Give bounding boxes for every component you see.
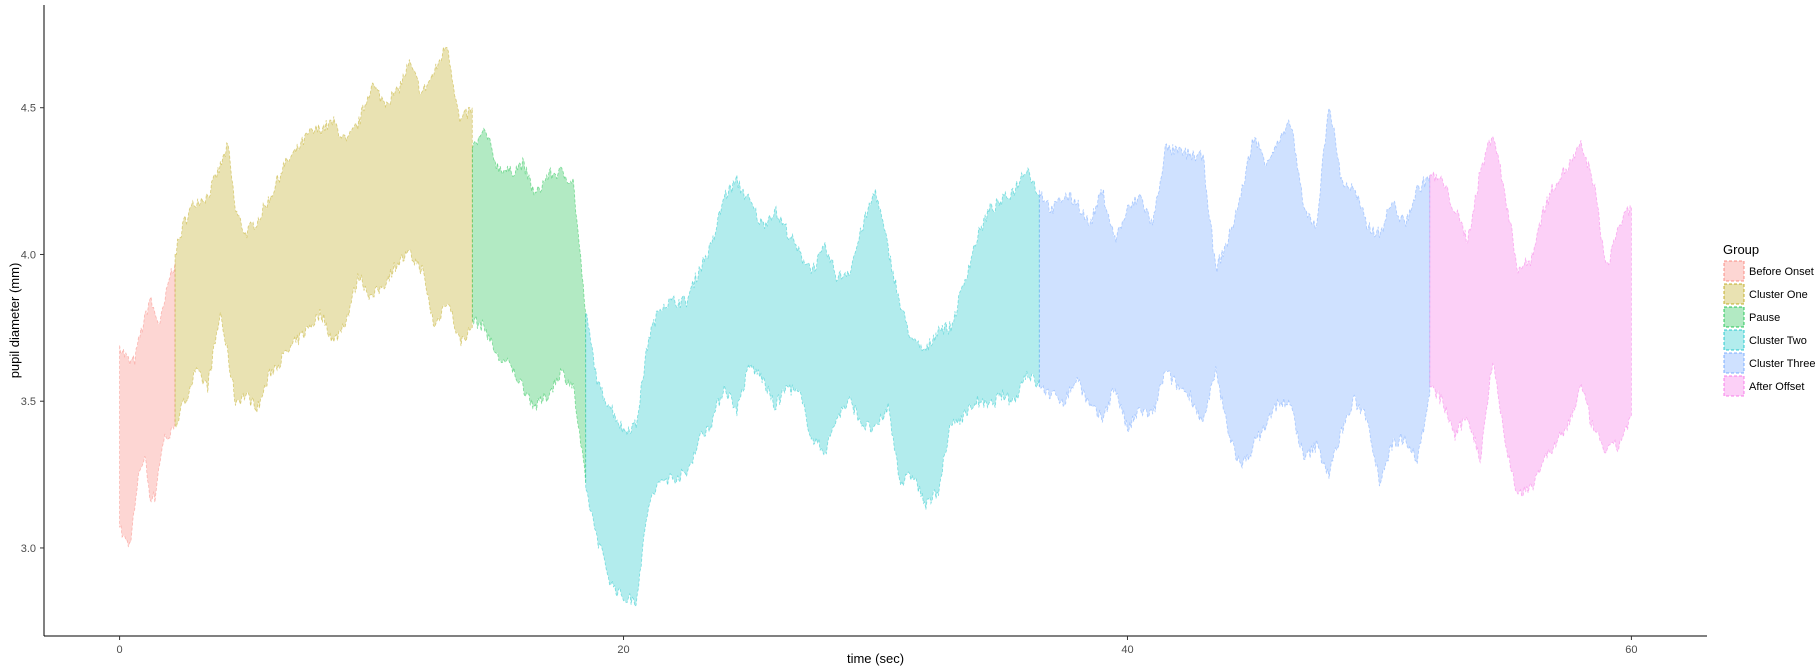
x-axis-title: time (sec): [847, 651, 904, 666]
legend-title: Group: [1723, 242, 1759, 257]
legend-key-cluster-two: [1723, 329, 1745, 351]
legend-label-cluster-two: Cluster Two: [1749, 335, 1807, 347]
area-after-offset: [1429, 135, 1632, 497]
y-tick-label: 4.5: [21, 103, 36, 115]
legend-key-pause: [1723, 306, 1745, 328]
legend-key-cluster-three: [1723, 352, 1745, 374]
area-before-onset: [119, 263, 176, 548]
area-pause: [471, 127, 587, 484]
y-axis-title: pupil diameter (mm): [7, 263, 22, 379]
legend-label-pause: Pause: [1749, 312, 1780, 324]
legend-label-cluster-one: Cluster One: [1749, 289, 1808, 301]
legend-items: Before Onset Cluster One Pause Cluster Two C…: [1723, 260, 1815, 397]
legend-key-after-offset: [1723, 375, 1745, 397]
y-tick-label: 4.0: [21, 249, 36, 261]
area-cluster-two: [585, 167, 1040, 608]
legend-label-before-onset: Before Onset: [1749, 266, 1814, 278]
legend: Group Before Onset Cluster One Pause Cluste…: [1723, 242, 1815, 397]
x-tick-label: 0: [117, 644, 123, 656]
plot-area: [119, 46, 1632, 608]
legend-label-after-offset: After Offset: [1749, 381, 1804, 393]
y-tick-label: 3.5: [21, 396, 36, 408]
x-tick-label: 40: [1121, 644, 1133, 656]
x-tick-label: 60: [1625, 644, 1637, 656]
area-cluster-three: [1038, 106, 1431, 487]
x-axis-ticks: 0 20 40 60: [117, 636, 1638, 656]
y-tick-label: 3.0: [21, 543, 36, 555]
legend-key-before-onset: [1723, 260, 1745, 282]
legend-label-cluster-three: Cluster Three: [1749, 358, 1815, 370]
x-tick-label: 20: [617, 644, 629, 656]
area-cluster-one: [174, 46, 473, 429]
y-axis-ticks: 3.0 3.5 4.0 4.5: [21, 103, 44, 555]
legend-key-cluster-one: [1723, 283, 1745, 305]
